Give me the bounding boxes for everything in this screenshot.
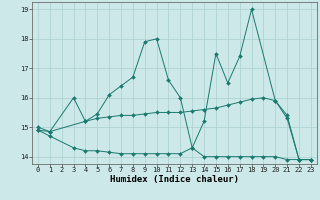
X-axis label: Humidex (Indice chaleur): Humidex (Indice chaleur)	[110, 175, 239, 184]
